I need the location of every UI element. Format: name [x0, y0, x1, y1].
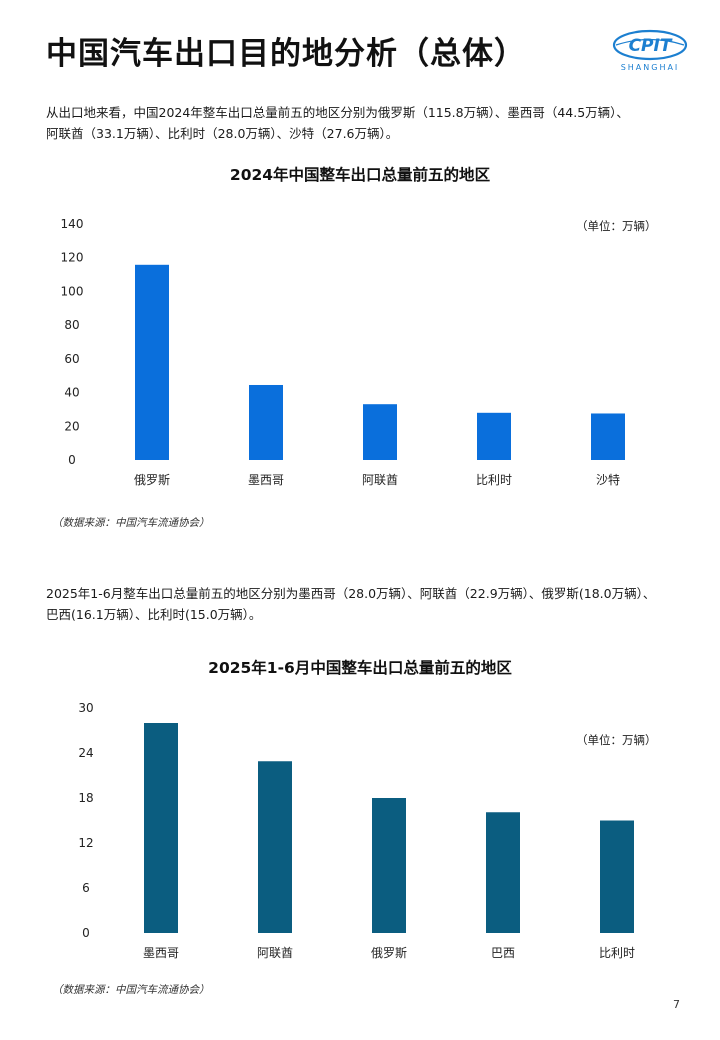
svg-text:SHANGHAI: SHANGHAI — [621, 63, 680, 72]
x-category-label: 巴西 — [491, 946, 515, 960]
bar — [591, 413, 625, 460]
cpit-logo: CPIT SHANGHAI — [610, 28, 690, 76]
y-tick-label: 6 — [82, 881, 90, 895]
chart1-unit-label: （单位：万辆） — [576, 219, 657, 233]
x-category-label: 阿联酋 — [257, 945, 293, 960]
bar — [135, 264, 169, 460]
x-category-label: 比利时 — [599, 946, 635, 960]
intro-paragraph-2024: 从出口地来看，中国2024年整车出口总量前五的地区分别为俄罗斯（115.8万辆）… — [46, 102, 706, 144]
x-category-label: 阿联酋 — [362, 472, 398, 487]
y-tick-label: 0 — [68, 453, 76, 467]
intro-paragraph-2025: 2025年1-6月整车出口总量前五的地区分别为墨西哥（28.0万辆）、阿联酋（2… — [46, 583, 706, 625]
bar — [363, 404, 397, 460]
intro-line-4: 巴西(16.1万辆）、比利时(15.0万辆）。 — [46, 607, 262, 622]
bar — [486, 812, 520, 933]
x-category-label: 墨西哥 — [143, 946, 179, 960]
x-category-label: 墨西哥 — [248, 473, 284, 487]
x-category-label: 比利时 — [476, 473, 512, 487]
svg-text:CPIT: CPIT — [629, 36, 673, 56]
bar — [249, 384, 283, 460]
chart2-unit-label: （单位：万辆） — [576, 733, 657, 747]
x-category-label: 俄罗斯 — [134, 473, 170, 487]
y-tick-label: 60 — [64, 352, 79, 366]
page-number: 7 — [673, 998, 680, 1011]
chart2-title: 2025年1-6月中国整车出口总量前五的地区 — [208, 659, 512, 677]
y-tick-label: 140 — [61, 217, 84, 231]
bar — [258, 761, 292, 933]
chart1-source: （数据来源：中国汽车流通协会） — [52, 517, 210, 529]
intro-line-2: 阿联酋（33.1万辆）、比利时（28.0万辆）、沙特（27.6万辆）。 — [46, 126, 399, 141]
chart1-bar-chart: 0 20 40 60 80 100 120 140 俄罗斯 墨西哥 阿联酋 比利时 沙特 — [61, 217, 625, 487]
bar — [372, 798, 406, 933]
y-tick-label: 80 — [64, 318, 79, 332]
y-tick-label: 120 — [61, 251, 84, 265]
intro-line-3: 2025年1-6月整车出口总量前五的地区分别为墨西哥（28.0万辆）、阿联酋（2… — [46, 586, 656, 601]
chart2-source: （数据来源：中国汽车流通协会） — [52, 984, 210, 996]
y-tick-label: 24 — [78, 746, 93, 760]
chart2-bar-chart: 0 6 12 18 24 30 墨西哥 阿联酋 俄罗斯 巴西 比利时 — [78, 701, 635, 960]
x-category-label: 俄罗斯 — [371, 946, 407, 960]
y-tick-label: 100 — [61, 284, 84, 298]
page-title: 中国汽车出口目的地分析（总体） — [46, 36, 526, 72]
bar — [600, 820, 634, 933]
intro-line-1: 从出口地来看，中国2024年整车出口总量前五的地区分别为俄罗斯（115.8万辆）… — [46, 105, 629, 120]
y-tick-label: 18 — [78, 791, 93, 805]
y-tick-label: 30 — [78, 701, 93, 715]
bar — [477, 412, 511, 460]
bar — [144, 723, 178, 933]
chart1-title: 2024年中国整车出口总量前五的地区 — [229, 166, 491, 184]
y-tick-label: 12 — [78, 836, 93, 850]
x-category-label: 沙特 — [596, 472, 620, 487]
y-tick-label: 20 — [64, 419, 79, 433]
y-tick-label: 40 — [64, 386, 79, 400]
y-tick-label: 0 — [82, 926, 90, 940]
